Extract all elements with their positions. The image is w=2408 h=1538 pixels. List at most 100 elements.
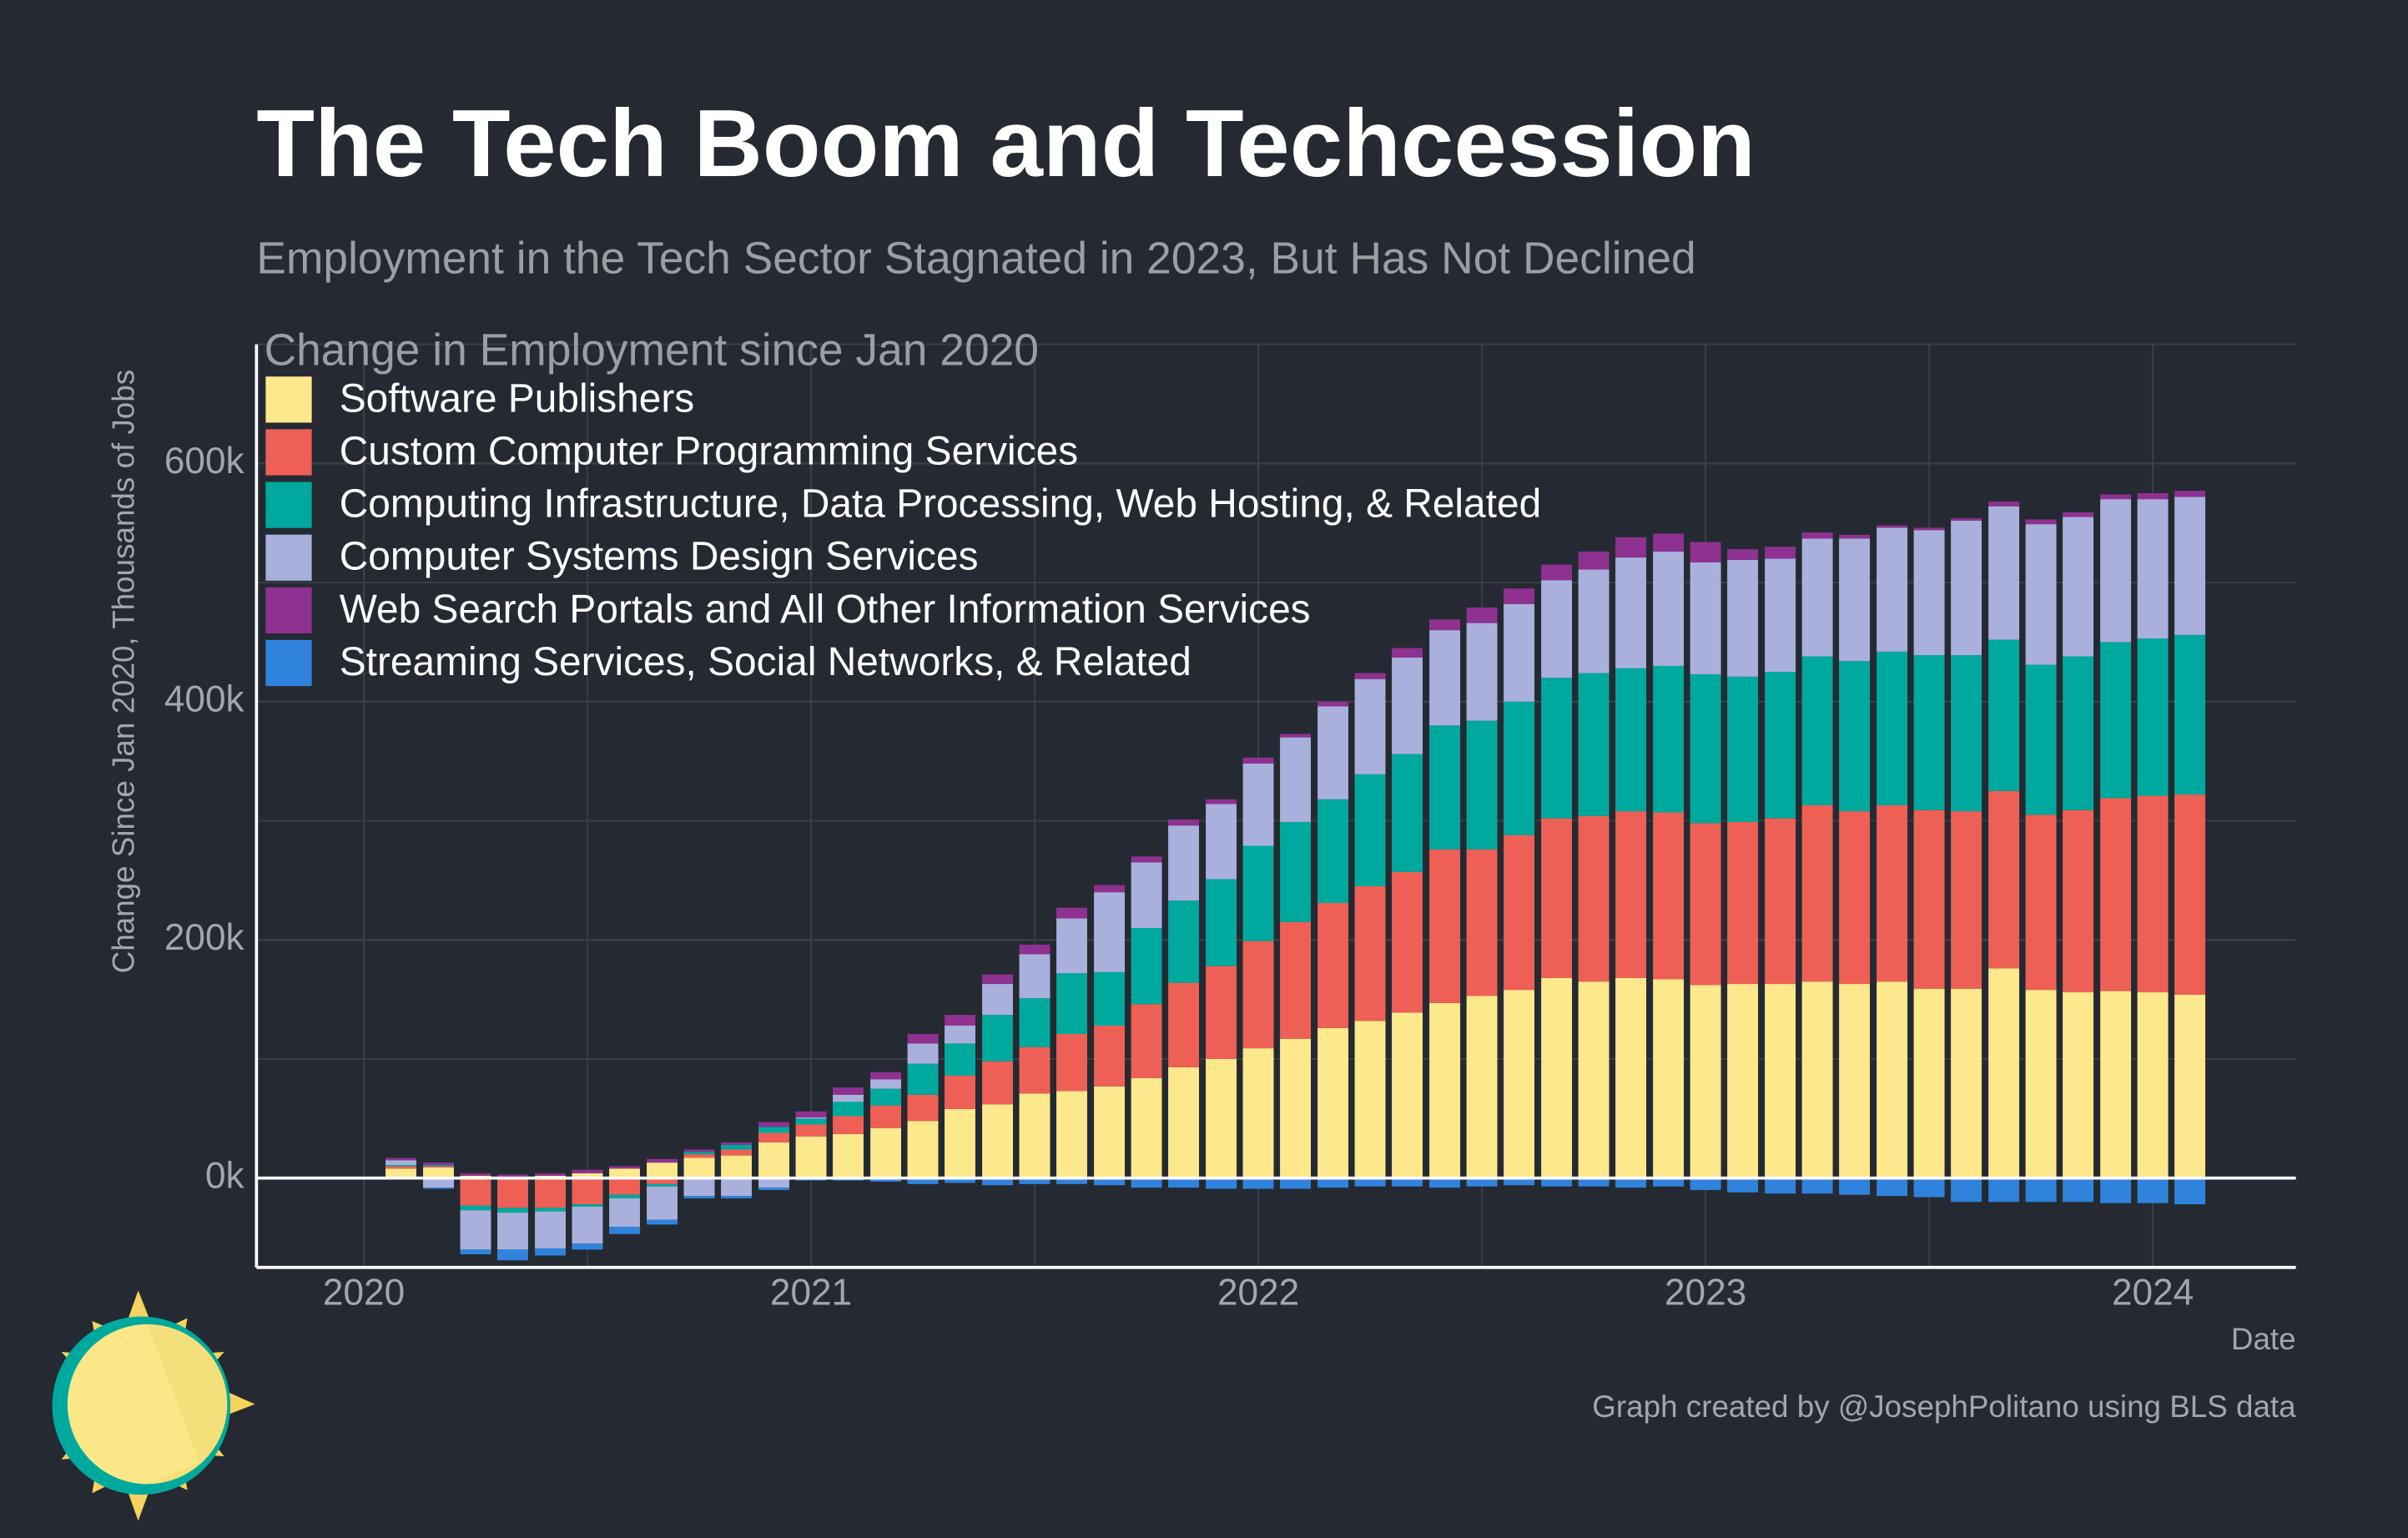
bar-segment [2174,491,2206,497]
bar-segment [1094,885,1126,893]
bar-segment [1653,1177,1685,1187]
bar-segment [982,1104,1014,1178]
bar-segment [385,1166,416,1169]
chart-subtitle: Employment in the Tech Sector Stagnated … [256,234,1695,283]
bar-segment [1392,1012,1423,1178]
bar-segment [1653,979,1685,1178]
bar-segment [1504,603,1535,702]
bar-segment [1131,1077,1162,1178]
bar-segment [2174,794,2206,995]
bar-segment [1951,655,1982,812]
bar-segment [982,1177,1014,1186]
bar-segment [1578,569,1610,673]
bar-segment [1056,973,1088,1035]
bar-segment [1988,968,2020,1178]
bar-segment [1765,984,1796,1178]
bar-segment [609,1166,640,1169]
bar-segment [1056,918,1088,974]
bar-segment [1429,619,1461,631]
plot-area: 0k 200k 400k 600k 2020 2021 2022 2023 2024 Change… [164,326,2296,1314]
bar-segment [907,1063,939,1095]
bar-segment [647,1162,678,1178]
bar-segment [1206,804,1237,880]
bar-segment [2174,634,2206,795]
bar-segment [1056,1177,1088,1184]
bar-segment [1429,630,1461,726]
bar-segment [1690,562,1721,674]
bar-segment [2100,494,2132,500]
bar-segment [1504,835,1535,991]
bar-segment [2174,1177,2206,1205]
bar-segment [1392,871,1423,1013]
bar-segment [1615,977,1647,1178]
x-tick-label: 2023 [1665,1273,1746,1314]
bar-segment [1765,672,1796,819]
bar-segment [870,1079,902,1089]
y-axis-label: Change Since Jan 2020, Thousands of Jobs [107,370,141,974]
bar-segment [1131,1004,1162,1078]
bar-segment [2063,1177,2094,1203]
bar-segment [1690,1177,1721,1190]
bar-segment [1727,821,1759,985]
bar-segment [1913,809,1945,989]
bar-segment [945,1015,975,1026]
bar-segment [1131,927,1162,1005]
bar-segment [1877,651,1908,805]
bar-segment [795,1117,827,1119]
bar-segment [2137,493,2169,500]
bar-segment [1168,819,1200,826]
bar-segment [1765,818,1796,985]
bar-segment [2025,814,2057,991]
bar-segment [1019,944,1050,955]
bar-segment [2063,992,2094,1178]
bar-segment [1877,804,1908,982]
bar-segment [1988,639,2020,791]
bar-segment [1094,1086,1126,1178]
legend-label: Streaming Services, Social Networks, & R… [340,640,1191,684]
bar-segment [1504,1177,1535,1186]
bar-segment [2137,992,2169,1178]
bar-segment [795,1124,827,1137]
bar-segment [982,974,1014,985]
bar-segment [1615,537,1647,558]
bar-segment [1951,811,1982,989]
bar-segment [1913,530,1945,656]
bar-segment [2100,499,2132,643]
bar-segment [1541,678,1573,819]
bar-segment [1801,532,1833,539]
bar-segment [1094,892,1126,972]
bar-segment [1839,538,1871,662]
bar-segment [1429,1177,1461,1188]
bar-segment [460,1249,491,1255]
bar-segment [1653,812,1685,980]
bar-segment [1206,1058,1237,1178]
bar-segment [460,1210,491,1250]
bar-segment [1951,1177,1982,1203]
bar-segment [1988,790,2020,969]
bar-segment [758,1142,790,1178]
bar-segment [2063,512,2094,517]
bar-segment [833,1102,864,1117]
bar-segment [2063,809,2094,993]
bar-segment [1877,981,1908,1178]
bar-segment [1578,981,1610,1178]
bar-segment [2100,991,2132,1178]
bar-segment [1466,849,1498,996]
bar-segment [1541,564,1573,581]
bar-segment [795,1136,827,1178]
bar-segment [1877,1177,1908,1197]
bar-segment [1317,701,1349,707]
bar-segment [1056,1034,1088,1092]
bar-segment [1019,1046,1050,1094]
bar-segment [572,1169,603,1174]
bar-segment [497,1208,528,1213]
bar-segment [647,1158,678,1163]
bar-segment [1765,547,1796,559]
bar-segment [1727,559,1759,677]
bar-segment [1242,845,1274,941]
bar-segment [385,1157,416,1161]
bar-segment [1354,1021,1386,1178]
bar-segment [2137,1177,2169,1203]
x-tick-label: 2024 [2112,1273,2194,1314]
